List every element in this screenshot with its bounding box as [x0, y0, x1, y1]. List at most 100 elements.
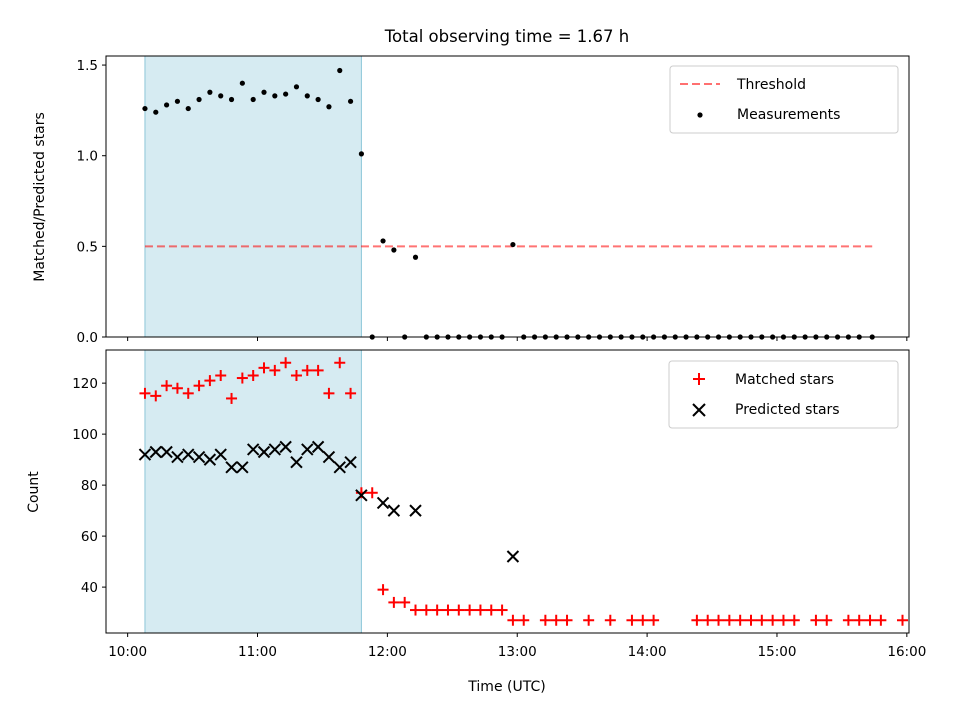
- matched-star-point: [507, 614, 519, 626]
- matched-star-point: [410, 604, 422, 616]
- matched-star-point: [431, 604, 443, 616]
- predicted-star-point: [182, 448, 195, 461]
- matched-star-point: [745, 614, 757, 626]
- matched-star-point: [853, 614, 865, 626]
- matched-star-point: [442, 604, 454, 616]
- predicted-star-point: [268, 443, 282, 456]
- predicted-star-point: [301, 443, 314, 456]
- legend-measurement-swatch: [697, 112, 703, 118]
- y-tick-label: 60: [81, 529, 98, 545]
- matched-star-point: [204, 375, 216, 387]
- matched-star-point: [399, 596, 411, 608]
- matched-star-point: [713, 614, 725, 626]
- matched-star-point: [810, 614, 822, 626]
- predicted-star-point: [279, 440, 292, 454]
- legend-threshold-label: Threshold: [736, 77, 806, 93]
- matched-star-point: [777, 614, 789, 626]
- count-x-ticks: 10:00 11:00 12:00 13:00 14:00 15:00 16:00: [108, 633, 926, 660]
- predicted-star-point: [355, 489, 368, 502]
- predicted-star-point: [192, 450, 206, 464]
- predicted-star-point: [236, 461, 249, 474]
- predicted-star-point: [171, 450, 184, 464]
- matched-star-point: [539, 614, 551, 626]
- count-panel: 40 60 80 100 120 10:00 11:00 12:00 13:00 14:00 15…: [26, 349, 926, 695]
- predicted-star-point: [333, 461, 346, 474]
- ratio-panel: 0.0 0.5 1.0 1.5 Matched/Predicted stars Thr…: [32, 55, 910, 346]
- matched-star-point: [821, 614, 833, 626]
- ratio-y-ticks: 0.0 0.5 1.0 1.5: [77, 58, 106, 346]
- predicted-star-point: [344, 455, 357, 469]
- x-tick-label: 16:00: [887, 644, 926, 660]
- matched-star-point: [767, 614, 779, 626]
- matched-star-point: [301, 364, 313, 376]
- matched-star-point: [290, 369, 302, 381]
- matched-star-point: [723, 614, 735, 626]
- measurement-point: [185, 105, 191, 112]
- legend-predicted-swatch: [692, 403, 706, 417]
- matched-star-point: [875, 614, 887, 626]
- ratio-plot-frame: [105, 55, 910, 338]
- matched-star-point: [561, 614, 573, 626]
- count-legend-box: [668, 360, 899, 429]
- predicted-star-point: [290, 455, 303, 469]
- matched-stars-points: [139, 357, 909, 626]
- measurement-point: [164, 102, 170, 108]
- matched-star-point: [637, 614, 649, 626]
- matched-star-point: [334, 357, 346, 369]
- legend-matched-label: Matched stars: [735, 372, 834, 388]
- measurement-point: [283, 91, 289, 97]
- chart-title: Total observing time = 1.67 h: [384, 27, 629, 46]
- legend-matched-swatch: [693, 373, 705, 385]
- matched-star-point: [864, 614, 876, 626]
- measurement-point: [142, 105, 148, 112]
- matched-star-point: [453, 604, 465, 616]
- y-tick-label: 0.5: [77, 239, 98, 255]
- matched-star-point: [323, 387, 335, 399]
- measurement-point: [218, 93, 224, 99]
- measurement-point: [293, 84, 300, 90]
- matched-star-point: [518, 614, 530, 626]
- measurement-point: [174, 98, 181, 104]
- measurement-point: [196, 96, 202, 103]
- predicted-star-point: [311, 440, 325, 454]
- measurement-point: [261, 89, 267, 95]
- predicted-star-point: [409, 504, 422, 517]
- matched-star-point: [193, 380, 205, 392]
- observing-window-shade: [144, 55, 362, 338]
- matched-star-point: [312, 364, 324, 376]
- predicted-star-point: [322, 450, 336, 464]
- x-tick-label: 10:00: [108, 644, 147, 660]
- matched-star-point: [366, 487, 378, 499]
- matched-star-point: [258, 362, 270, 374]
- matched-star-point: [182, 387, 194, 399]
- matched-star-point: [604, 614, 616, 626]
- predicted-star-point: [506, 550, 520, 563]
- matched-star-point: [236, 372, 248, 384]
- measurement-point: [380, 238, 386, 244]
- x-tick-label: 12:00: [368, 644, 407, 660]
- matched-star-point: [550, 614, 562, 626]
- matched-star-point: [734, 614, 746, 626]
- matched-star-point: [897, 614, 909, 626]
- x-tick-label: 14:00: [628, 644, 667, 660]
- measurement-point: [304, 93, 310, 99]
- matched-star-point: [377, 584, 389, 596]
- matched-star-point: [161, 380, 173, 392]
- matched-star-point: [247, 369, 259, 381]
- predicted-star-point: [149, 445, 162, 459]
- y-tick-label: 80: [81, 478, 98, 494]
- matched-star-point: [150, 390, 162, 402]
- ratio-x-ticks: [127, 337, 908, 341]
- measurement-point: [239, 80, 245, 86]
- predicted-star-point: [225, 461, 238, 474]
- y-tick-label: 40: [81, 580, 98, 596]
- measurement-point: [228, 96, 235, 103]
- ratio-legend: Threshold Measurements: [669, 65, 899, 134]
- matched-star-point: [474, 604, 486, 616]
- predicted-star-point: [376, 496, 390, 510]
- measurement-point: [326, 104, 332, 110]
- matched-star-point: [842, 614, 854, 626]
- y-tick-label: 1.5: [77, 58, 98, 74]
- count-y-axis-label: Count: [26, 471, 42, 513]
- measurement-point: [315, 96, 321, 103]
